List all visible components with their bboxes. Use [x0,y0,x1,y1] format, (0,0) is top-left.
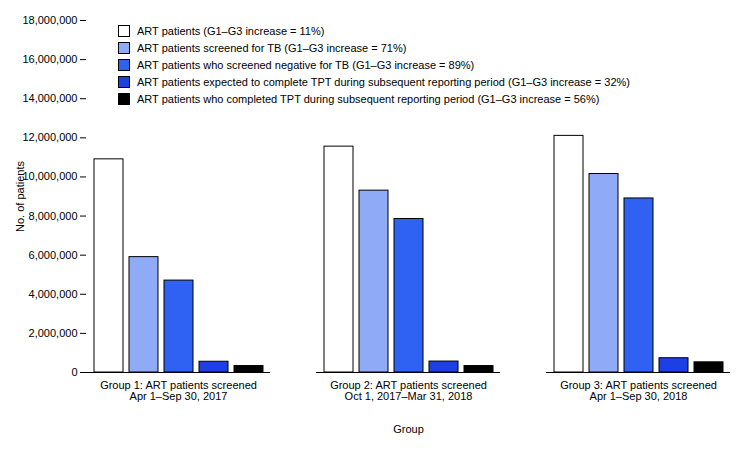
html-text:ART patients screened for TB (: ART patients screened for TB (G1–G3 incr… [137,41,407,54]
html-text:ART patients (G1–G3 increase =: ART patients (G1–G3 increase = 11%) [137,24,325,37]
svg-text:0: 0 [71,366,77,378]
svg-text:8,000,000: 8,000,000 [29,210,78,222]
svg-text:4,000,000: 4,000,000 [29,288,78,300]
html-text:ART patients expected to compl: ART patients expected to complete TPT du… [137,75,630,88]
svg-text:6,000,000: 6,000,000 [29,249,78,261]
html-text:ART patients who screened nega: ART patients who screened negative for T… [137,58,475,71]
svg-text:No. of patients: No. of patients [14,161,26,232]
svg-text:12,000,000: 12,000,000 [22,131,77,143]
svg-text:16,000,000: 16,000,000 [22,53,77,65]
svg-text:Group: Group [393,423,424,435]
svg-text:18,000,000: 18,000,000 [22,14,77,26]
svg-text:Group 1: ART patients screened: Group 1: ART patients screenedApr 1–Sep … [100,379,257,402]
svg-text:Group 2: ART patients screened: Group 2: ART patients screenedOct 1, 201… [330,379,487,402]
svg-text:10,000,000: 10,000,000 [22,170,77,182]
svg-text:14,000,000: 14,000,000 [22,92,77,104]
svg-text:2,000,000: 2,000,000 [29,327,78,339]
html-text:ART patients who completed TPT: ART patients who completed TPT during su… [137,92,600,105]
svg-text:Group 3: ART patients screened: Group 3: ART patients screenedApr 1–Sep … [560,379,717,402]
